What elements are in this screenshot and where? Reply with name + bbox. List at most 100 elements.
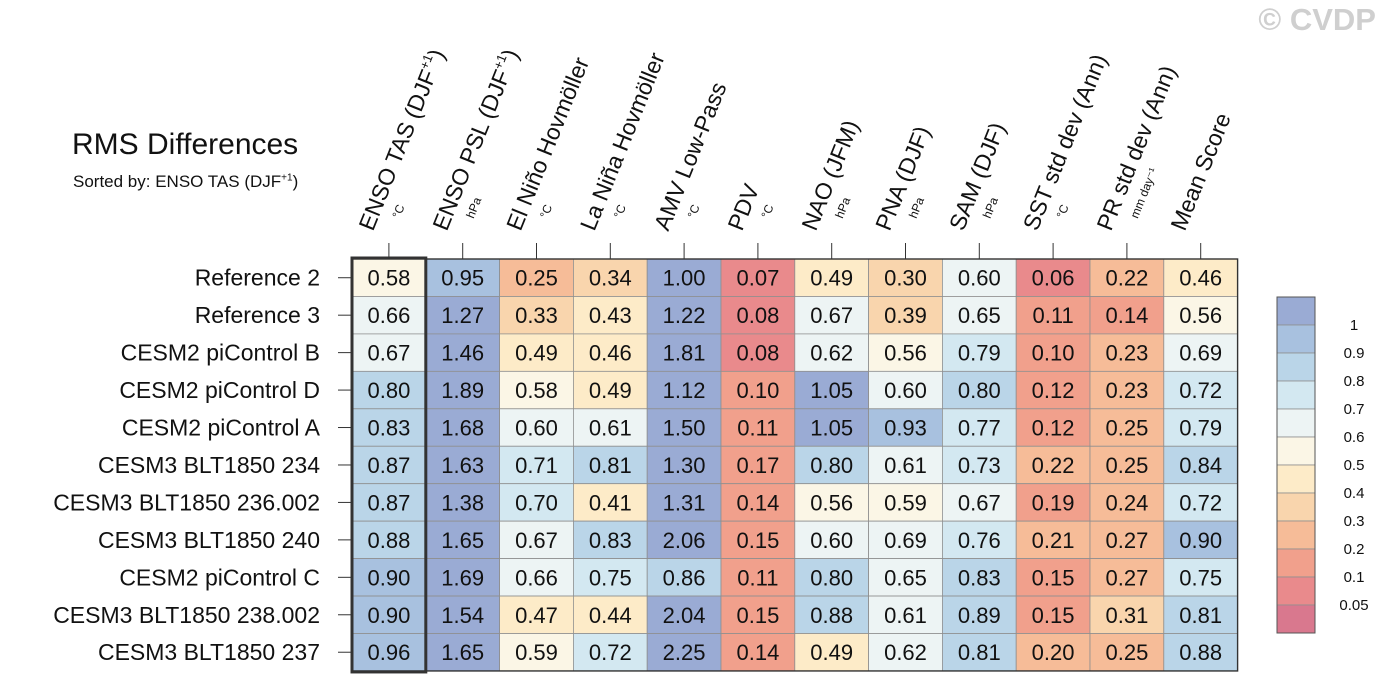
cell-value: 0.73	[958, 453, 1001, 478]
heatmap-cell	[351, 333, 427, 372]
cell-value: 1.50	[663, 416, 706, 441]
column-header: SAM (DJF)hPa	[944, 119, 1011, 234]
cell-value: 0.23	[1105, 378, 1148, 403]
heatmap-cell	[1089, 408, 1165, 447]
cell-value: 0.56	[810, 490, 853, 515]
cell-value: 0.10	[1032, 341, 1075, 366]
colorbar-label: 0.1	[1344, 569, 1365, 586]
cell-value: 0.67	[367, 341, 410, 366]
colorbar-label: 0.7	[1344, 401, 1365, 418]
cell-value: 0.90	[367, 565, 410, 590]
heatmap-cell	[794, 558, 869, 597]
column-header: PNA (DJF)hPa	[870, 122, 935, 234]
row-label: Reference 3	[195, 302, 320, 328]
cell-value: 0.96	[367, 640, 410, 665]
colorbar-frame	[1276, 296, 1316, 634]
cell-value: 0.39	[884, 303, 927, 328]
cell-value: 0.12	[1032, 416, 1075, 441]
column-unit: °C	[758, 202, 776, 220]
cell-value: 0.95	[441, 266, 484, 291]
cell-value: 1.38	[441, 490, 484, 515]
cell-value: 0.75	[589, 565, 632, 590]
heatmap-cell	[868, 633, 943, 672]
heatmap-cell	[425, 633, 500, 672]
column-unit: hPa	[832, 195, 853, 220]
cell-value: 0.76	[958, 528, 1001, 553]
heatmap-cell	[720, 595, 796, 634]
heatmap-cell	[499, 445, 574, 485]
cell-value: 0.81	[1179, 603, 1222, 628]
heatmap-cell	[425, 445, 500, 485]
cell-value: 0.41	[589, 490, 632, 515]
cell-value: 0.44	[589, 603, 632, 628]
heatmap-cell	[425, 370, 500, 410]
colorbar-label: 1	[1350, 317, 1358, 334]
cell-value: 0.65	[884, 565, 927, 590]
colorbar-label: 0.2	[1344, 541, 1365, 558]
cell-value: 0.59	[884, 490, 927, 515]
cell-value: 0.72	[1179, 490, 1222, 515]
column-header: PDV°C	[722, 180, 776, 234]
cell-value: 0.86	[663, 565, 706, 590]
cell-value: 0.25	[1105, 416, 1148, 441]
cell-value: 0.30	[884, 266, 927, 291]
cell-value: 1.05	[810, 416, 853, 441]
heatmap-cell	[1015, 333, 1091, 372]
colorbar-label: 0.05	[1339, 597, 1368, 614]
cell-value: 1.22	[663, 303, 706, 328]
row-label: CESM3 BLT1850 238.002	[53, 602, 320, 628]
cell-value: 0.67	[958, 490, 1001, 515]
heatmap-cell	[942, 595, 1017, 634]
column-header: Mean Score	[1165, 109, 1236, 234]
heatmap-cell	[351, 296, 427, 335]
row-label: Reference 2	[195, 265, 320, 291]
heatmap-cell	[1089, 445, 1165, 485]
heatmap-cell	[573, 408, 648, 447]
colorbar-swatch	[1276, 492, 1316, 522]
cell-value: 0.56	[884, 341, 927, 366]
cell-value: 0.25	[1105, 640, 1148, 665]
heatmap-cell	[868, 445, 943, 485]
colorbar-label: 0.9	[1344, 345, 1365, 362]
cell-value: 0.71	[515, 453, 558, 478]
heatmap-cell	[1089, 370, 1165, 410]
heatmap-cell	[646, 520, 722, 560]
colorbar-swatch	[1276, 408, 1316, 438]
cell-value: 0.62	[884, 640, 927, 665]
cell-value: 1.30	[663, 453, 706, 478]
colorbar-label: 0.3	[1344, 513, 1365, 530]
cell-value: 0.11	[737, 416, 778, 441]
heatmap-cell	[1015, 595, 1091, 634]
heatmap-cell	[942, 408, 1017, 447]
column-unit: °C	[537, 202, 555, 220]
cell-value: 0.08	[736, 303, 779, 328]
cell-value: 0.60	[884, 378, 927, 403]
cell-value: 0.87	[367, 490, 410, 515]
cell-value: 1.65	[441, 528, 484, 553]
cell-value: 0.14	[736, 640, 779, 665]
heatmap-cell	[646, 595, 722, 634]
cell-value: 0.49	[589, 378, 632, 403]
colorbar-label: 0.8	[1344, 373, 1365, 390]
heatmap-cell	[646, 558, 722, 597]
heatmap-cell	[1089, 595, 1165, 634]
heatmap-cell	[942, 520, 1017, 560]
cell-value: 0.66	[367, 303, 410, 328]
heatmap-cell	[1163, 370, 1239, 410]
colorbar-label: 0.5	[1344, 457, 1365, 474]
cell-value: 1.31	[663, 490, 706, 515]
heatmap-cell	[1163, 296, 1239, 335]
column-unit: °C	[389, 202, 407, 220]
cell-value: 0.11	[1033, 303, 1074, 328]
cell-value: 0.61	[884, 453, 927, 478]
cell-value: 1.69	[441, 565, 484, 590]
column-unit: hPa	[463, 195, 484, 220]
row-label: CESM2 piControl B	[121, 340, 320, 366]
heatmap-cell	[1015, 483, 1091, 522]
cell-value: 0.14	[736, 490, 779, 515]
cell-value: 0.80	[367, 378, 410, 403]
cell-value: 1.00	[663, 266, 706, 291]
cell-value: 0.20	[1032, 640, 1075, 665]
chart-subtitle: Sorted by: ENSO TAS (DJF+1)	[73, 172, 299, 191]
column-unit: hPa	[906, 195, 927, 220]
